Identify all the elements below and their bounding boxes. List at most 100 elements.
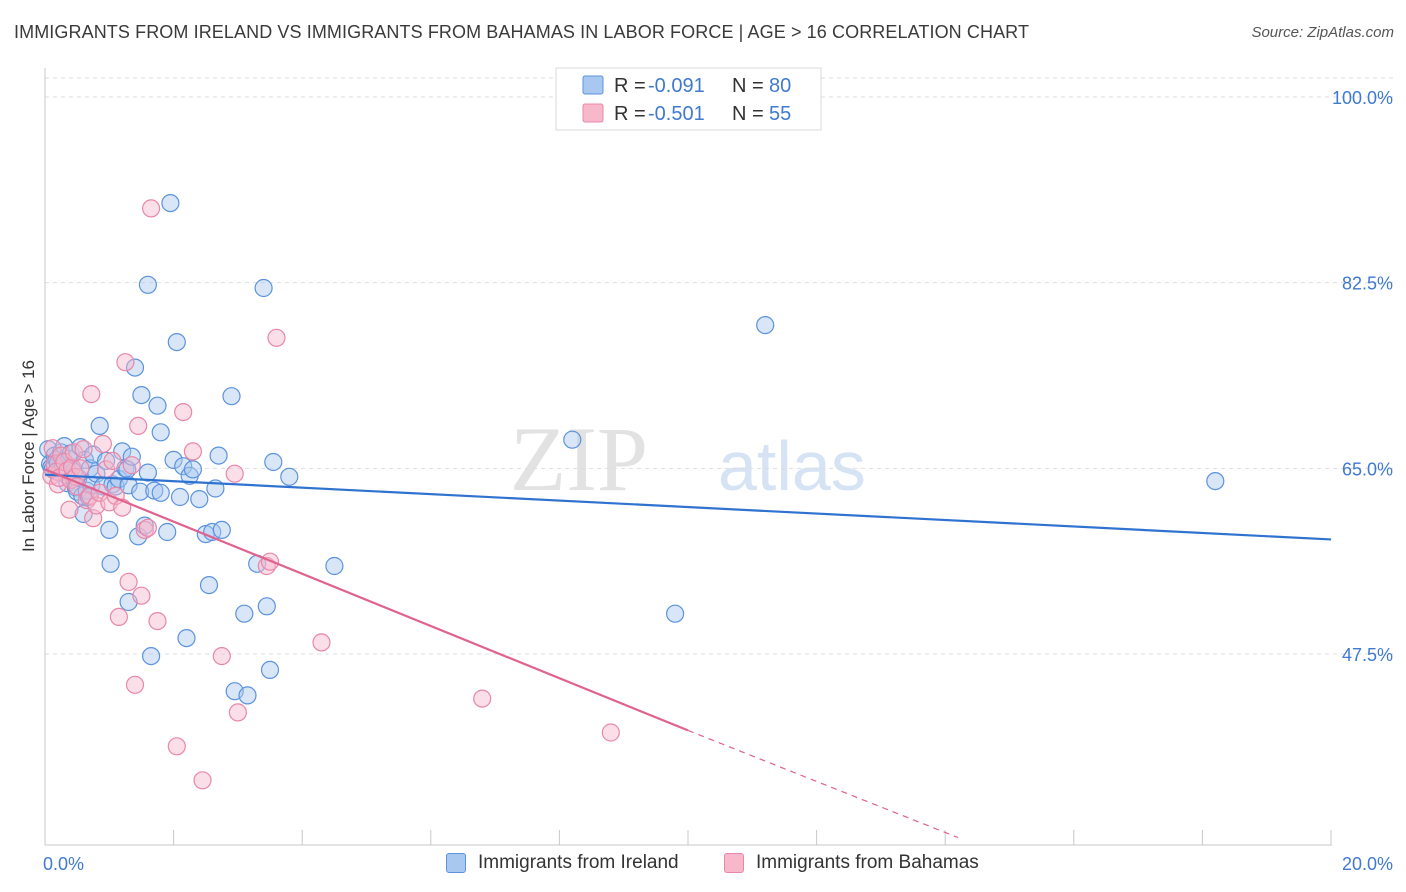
bahamas-point <box>142 199 161 218</box>
ireland-point <box>264 452 283 472</box>
legend-swatch-bahamas <box>724 853 744 873</box>
ireland-point <box>174 457 193 476</box>
bahamas-point <box>119 572 138 592</box>
ireland-point <box>167 333 186 352</box>
ireland-point <box>101 554 120 573</box>
bahamas-point <box>116 353 135 372</box>
y-axis-label: In Labor Force | Age > 16 <box>19 360 38 552</box>
bahamas-point <box>82 385 101 404</box>
ireland-point <box>161 194 180 213</box>
ireland-point <box>665 604 685 623</box>
x-axis-ticks <box>44 830 1332 845</box>
bahamas-point <box>138 518 157 537</box>
bahamas-point <box>473 689 492 708</box>
ireland-point <box>235 604 254 623</box>
ireland-point <box>222 387 241 406</box>
legend-label-bahamas: Immigrants from Bahamas <box>756 852 979 873</box>
ireland-point <box>563 430 582 449</box>
bahamas-point <box>193 771 212 790</box>
bahamas-point <box>174 403 193 422</box>
ireland-point <box>238 686 257 705</box>
ireland-point <box>190 490 209 509</box>
ireland-point <box>280 467 299 486</box>
watermark: ZIP atlas <box>510 408 866 510</box>
bahamas-point <box>601 723 620 742</box>
axes <box>44 68 1332 846</box>
ireland-point <box>164 450 183 469</box>
y-tick-label: 65.0% <box>1342 459 1393 479</box>
y-tick-label: 82.5% <box>1342 274 1393 294</box>
ireland-point <box>1206 472 1225 491</box>
watermark-zip: ZIP <box>510 408 648 510</box>
ireland-point <box>325 556 344 576</box>
ireland-point <box>142 646 161 666</box>
ireland-point <box>119 476 138 495</box>
y-tick-label: 47.5% <box>1342 645 1393 665</box>
trendlines <box>44 468 1332 839</box>
ireland-point <box>170 487 190 507</box>
ireland-point <box>151 483 170 502</box>
bahamas-point <box>132 586 151 605</box>
bahamas-swatch <box>582 103 604 123</box>
y-tick-label: 100.0% <box>1332 88 1393 108</box>
legend-item-bahamas: Immigrants from Bahamas <box>724 852 979 874</box>
bahamas-point <box>109 607 129 627</box>
bahamas-r-value: -0.501 <box>648 103 705 125</box>
ireland-point <box>158 522 177 542</box>
ireland-point <box>135 516 154 535</box>
ireland-point <box>177 628 196 648</box>
x-axis-tick-labels: 0.0% 20.0% <box>43 854 1393 874</box>
ireland-point <box>183 460 202 479</box>
bahamas-point <box>64 443 84 462</box>
y-axis-tick-labels: 47.5% 65.0% 82.5% 100.0% <box>1332 88 1393 665</box>
bahamas-point <box>125 675 145 694</box>
ireland-point <box>132 386 151 405</box>
ireland-point <box>125 358 145 377</box>
watermark-atlas: atlas <box>718 427 866 505</box>
ireland-point <box>209 446 228 465</box>
ireland-n-value: 80 <box>769 75 791 97</box>
bahamas-n-label: N = <box>732 103 764 125</box>
ireland-point <box>100 520 119 540</box>
bahamas-point <box>167 737 186 756</box>
bahamas-point <box>74 440 93 459</box>
bahamas-point <box>71 459 90 478</box>
ireland-point <box>138 275 157 294</box>
bahamas-point <box>122 456 141 475</box>
bahamas-point <box>129 416 148 435</box>
ireland-point <box>148 396 167 415</box>
gridlines <box>45 77 1393 655</box>
x-tick-label: 20.0% <box>1342 854 1393 874</box>
bahamas-point <box>93 434 113 453</box>
chart-title: IMMIGRANTS FROM IRELAND VS IMMIGRANTS FR… <box>14 22 1030 42</box>
bahamas-point <box>135 520 154 540</box>
ireland-trendline <box>44 473 1332 541</box>
stats-legend: R = -0.091 N = 80 R = -0.501 N = 55 <box>555 67 822 131</box>
x-tick-label: 0.0% <box>43 854 84 874</box>
bahamas-point <box>228 703 247 722</box>
bahamas-point <box>60 500 79 519</box>
legend-swatch-ireland <box>446 853 466 873</box>
ireland-point <box>254 278 273 298</box>
ireland-n-label: N = <box>732 75 764 97</box>
ireland-swatch <box>582 75 604 95</box>
ireland-point <box>257 597 276 616</box>
bahamas-n-value: 55 <box>769 103 791 125</box>
bahamas-point <box>225 464 244 483</box>
ireland-point <box>131 482 150 501</box>
bahamas-trendline <box>44 468 689 732</box>
bahamas-trendline-extension <box>687 729 959 839</box>
bahamas-point <box>148 611 167 631</box>
ireland-point <box>260 660 280 680</box>
ireland-point <box>138 463 157 482</box>
bottom-legend: Immigrants from Ireland Immigrants from … <box>0 852 1406 880</box>
ireland-point <box>199 575 219 595</box>
ireland-point <box>756 316 775 335</box>
bahamas-point <box>183 442 202 461</box>
bahamas-point <box>312 633 331 652</box>
bahamas-r-label: R = <box>614 103 646 125</box>
ireland-point <box>212 520 231 540</box>
bahamas-points <box>42 199 620 790</box>
ireland-r-label: R = <box>614 75 646 97</box>
